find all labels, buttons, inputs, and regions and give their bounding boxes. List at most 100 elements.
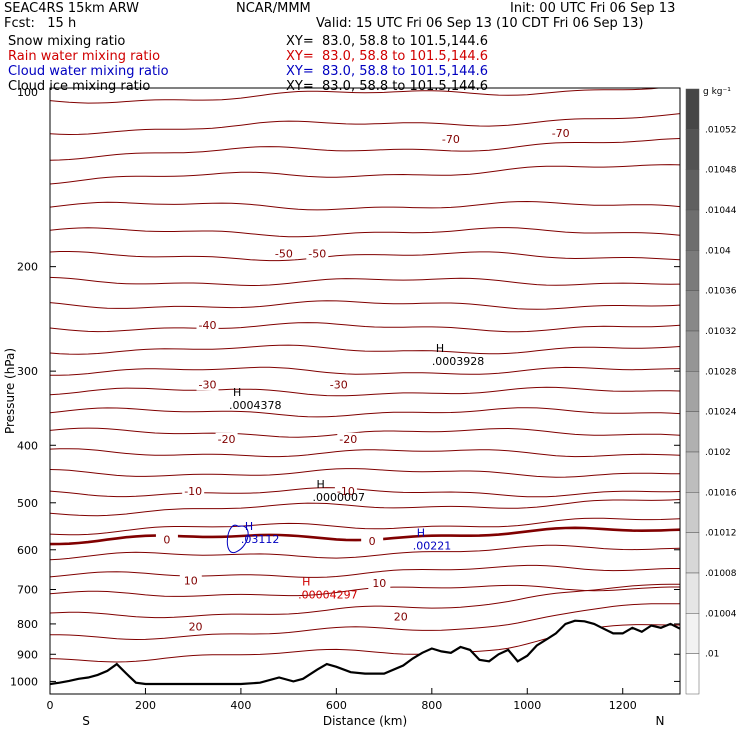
contour-label-bg [196,319,219,332]
max-marker-h: H [317,478,325,491]
colorbar-swatch [685,653,700,695]
contour-label: -50 [308,247,326,260]
x-tick-label: 1000 [513,699,541,712]
valid-time: Valid: 15 UTC Fri 06 Sep 13 (10 CDT Fri … [316,16,644,31]
field-name-cloud-ice: Cloud ice mixing ratio [8,79,151,94]
colorbar-swatch [685,613,700,654]
colorbar-label: .0102 [705,448,731,458]
contour-label-bg [361,535,384,548]
contour-label: -30 [330,379,348,392]
colorbar-label: .01044 [705,206,737,216]
x-tick-label: 0 [47,699,54,712]
contour-label: -20 [218,433,236,446]
y-axis-label: Pressure (hPa) [3,348,17,434]
field-name-snow: Snow mixing ratio [8,34,126,49]
x-tick-label: 600 [326,699,347,712]
field-xy-rain: XY= 83.0, 58.8 to 101.5,144.6 [286,49,489,64]
isotherm-line [50,564,680,578]
colorbar-swatch [685,250,700,291]
isotherm-line [50,468,680,478]
max-marker-h: H [436,342,444,355]
contour-label-bg [196,378,219,391]
max-marker-h: H [233,386,241,399]
isotherm-line [50,251,680,262]
isotherm-line [50,427,680,438]
y-tick-label: 200 [17,261,38,274]
colorbar-swatch [685,411,700,453]
isotherm-line [50,603,680,641]
contour-label-bg [337,432,360,445]
colorbar-units: g kg⁻¹ [703,87,731,97]
isotherm-line [50,300,680,310]
contour-labels: -70 -70 -50 -50 -40 -30 -30 -20 -20 -10 -10 0 0 10 10 2… [155,126,572,633]
colorbar-label: .01024 [705,408,737,418]
forecast-hour: Fcst: 15 h [4,16,77,31]
init-time: Init: 00 UTC Fri 06 Sep 13 [510,1,676,16]
x-axis-label: Distance (km) [323,714,407,728]
isotherm-line [50,487,680,498]
y-tick-label: 800 [17,618,38,631]
contour-label: 10 [184,575,198,588]
colorbar-label: .0104 [705,246,731,256]
max-value-label: .03112 [241,533,280,546]
isotherm-line [50,583,680,619]
contour-label-bg [179,574,202,587]
field-xy-snow: XY= 83.0, 58.8 to 101.5,144.6 [286,34,489,49]
isotherm-line [50,344,680,355]
isotherm-line [50,448,680,458]
contour-label: 10 [372,577,386,590]
contour-label: -10 [184,485,202,498]
isotherm-line [50,544,680,561]
max-value-label: .0004378 [229,399,282,412]
contour-label-bg [215,432,238,445]
contour-label: -20 [339,433,357,446]
contour-label-bg [549,126,572,139]
x-axis: 0 200 400 600 800 1000 1200 [47,688,637,712]
field-name-rain: Rain water mixing ratio [8,49,161,64]
contour-label: -70 [552,127,570,140]
colorbar-swatch [685,532,700,574]
colorbar-label: .01012 [705,529,737,539]
y-tick-label: 100 [17,86,38,99]
colorbar-label: .01004 [705,609,737,619]
plot-frame [49,87,681,695]
colorbar-label: .01 [705,650,719,660]
colorbar-swatch [685,492,700,533]
title-model: SEAC4RS 15km ARW [4,1,140,16]
contour-label: -70 [442,133,460,146]
y-tick-label: 1000 [10,675,38,688]
colorbar-swatch [685,169,700,211]
y-tick-label: 300 [17,365,38,378]
end-label-north: N [656,714,665,728]
colorbar-swatch [685,451,700,493]
isotherm-line [50,200,680,211]
contour-label: -10 [337,485,355,498]
field-name-cloud-water: Cloud water mixing ratio [8,64,169,79]
field-xy-cloud-ice: XY= 83.0, 58.8 to 101.5,144.6 [286,79,489,94]
isotherm-line [50,113,680,136]
colorbar-swatch [685,371,700,412]
colorbar-label: .01016 [705,488,737,498]
cloud-water-contour [226,524,249,553]
colorbar-swatch [685,129,700,170]
x-tick-label: 800 [421,699,442,712]
contour-label-bg [155,533,178,546]
max-marker-h: H [417,527,425,540]
terrain [50,619,680,694]
contour-label-bg [368,577,391,590]
contour-label-bg [184,620,207,633]
max-value-label: .0003928 [432,355,485,368]
contour-label-bg [439,133,462,146]
y-tick-label: 600 [17,544,38,557]
colorbar-swatch [685,88,700,130]
max-value-label: .00221 [413,540,452,553]
end-label-south: S [82,714,90,728]
contour-label: -40 [199,319,217,332]
isotherm-line [50,88,664,104]
colorbar-label: .01032 [705,327,737,337]
isotherm-line [50,499,680,517]
contour-label: 0 [369,535,376,548]
contour-label-bg [334,485,357,498]
